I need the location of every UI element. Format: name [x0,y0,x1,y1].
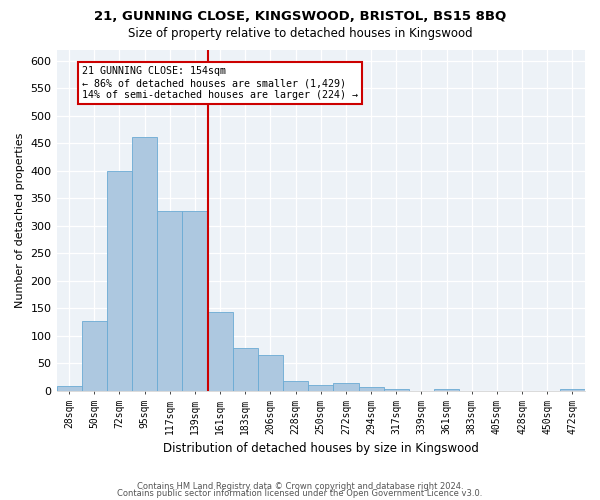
Bar [283,381,308,391]
Text: 21, GUNNING CLOSE, KINGSWOOD, BRISTOL, BS15 8BQ: 21, GUNNING CLOSE, KINGSWOOD, BRISTOL, B… [94,10,506,23]
Text: Contains public sector information licensed under the Open Government Licence v3: Contains public sector information licen… [118,490,482,498]
Bar [82,321,107,391]
Bar [107,171,132,391]
Y-axis label: Number of detached properties: Number of detached properties [15,132,25,308]
Bar [434,388,459,391]
Bar [560,388,585,391]
Bar [258,355,283,391]
Bar [132,137,157,391]
Text: Size of property relative to detached houses in Kingswood: Size of property relative to detached ho… [128,28,472,40]
Bar [233,348,258,391]
Bar [383,389,409,391]
Bar [359,388,383,391]
Bar [56,386,82,391]
Text: 21 GUNNING CLOSE: 154sqm
← 86% of detached houses are smaller (1,429)
14% of sem: 21 GUNNING CLOSE: 154sqm ← 86% of detach… [82,66,358,100]
Text: Contains HM Land Registry data © Crown copyright and database right 2024.: Contains HM Land Registry data © Crown c… [137,482,463,491]
Bar [182,211,208,391]
Bar [308,386,334,391]
X-axis label: Distribution of detached houses by size in Kingswood: Distribution of detached houses by size … [163,442,479,455]
Bar [334,383,359,391]
Bar [157,211,182,391]
Bar [208,312,233,391]
